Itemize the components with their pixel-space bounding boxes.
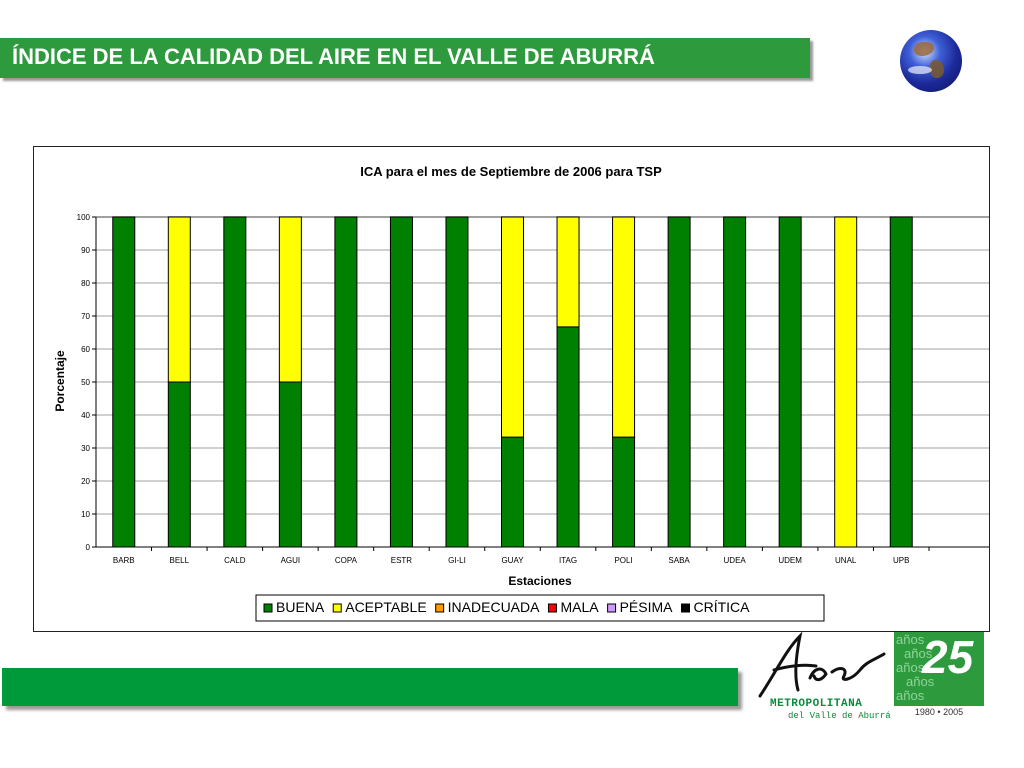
y-tick-label: 0 [86, 543, 91, 552]
x-tick-label: SABA [668, 556, 690, 565]
legend-box [255, 594, 825, 622]
air-quality-chart: ICA para el mes de Septiembre de 2006 pa… [53, 164, 989, 622]
bars [112, 216, 913, 548]
bar-segment-buena [278, 381, 302, 548]
y-tick-label: 70 [81, 312, 90, 321]
bar-segment-aceptable [278, 216, 302, 383]
legend-swatch [435, 603, 445, 613]
legend: BUENA ACEPTABLE INADECUADA MALA PÉSIMA CRÍTIC… [255, 594, 825, 622]
legend-swatch [607, 603, 617, 613]
bar-segment-aceptable [501, 216, 524, 438]
x-tick-label: GUAY [501, 556, 524, 565]
legend-label: INADECUADA [448, 599, 540, 615]
bar-segment-buena [778, 216, 802, 548]
axes: 0 10 20 30 40 50 60 70 80 90 100 BARB BELL CALD AGUI CO… [77, 213, 989, 565]
bar-segment-buena [667, 216, 691, 548]
legend-label: PÉSIMA [620, 599, 674, 615]
badge-pattern-text: años [906, 674, 935, 689]
x-tick-label: POLI [614, 556, 632, 565]
y-tick-label: 10 [81, 510, 90, 519]
bar-segment-aceptable [556, 216, 580, 328]
badge-pattern-text: años [896, 688, 925, 703]
y-tick-label: 40 [81, 411, 90, 420]
x-axis-label: Estaciones [508, 574, 572, 588]
chart-title: ICA para el mes de Septiembre de 2006 pa… [360, 164, 662, 179]
y-tick-label: 100 [77, 213, 91, 222]
x-tick-label: COPA [335, 556, 358, 565]
x-tick-label: BARB [113, 556, 135, 565]
x-tick-label: ESTR [391, 556, 413, 565]
x-tick-label: UDEM [778, 556, 802, 565]
bar-segment-buena [612, 436, 636, 548]
legend-label: BUENA [276, 599, 325, 615]
bar-segment-buena [445, 216, 469, 548]
x-tick-label: AGUI [281, 556, 301, 565]
legend-label: MALA [560, 599, 599, 615]
area-metropolitana-logo: METROPOLITANA del Valle de Aburrá [756, 632, 891, 722]
legend-swatch [332, 603, 342, 613]
y-axis-label: Porcentaje [53, 350, 67, 412]
anniversary-badge: años años años años años 25 1980 • 2005 [894, 632, 984, 718]
bar-segment-buena [223, 216, 247, 548]
y-tick-label: 80 [81, 279, 90, 288]
badge-pattern-text: años [896, 632, 925, 647]
y-tick-label: 50 [81, 378, 90, 387]
bar-segment-buena [556, 326, 580, 548]
page-title: ÍNDICE DE LA CALIDAD DEL AIRE EN EL VALL… [12, 44, 655, 69]
x-tick-label: CALD [224, 556, 246, 565]
bar-segment-buena [167, 381, 191, 548]
y-tick-label: 30 [81, 444, 90, 453]
bar-segment-buena [112, 216, 136, 548]
globe-icon [900, 30, 962, 92]
badge-years: 1980 • 2005 [894, 706, 984, 718]
bar-segment-buena [723, 216, 747, 548]
logo-subtitle: del Valle de Aburrá [788, 711, 891, 721]
badge-number: 25 [922, 632, 974, 683]
chart-frame: ICA para el mes de Septiembre de 2006 pa… [33, 146, 990, 632]
legend-label: ACEPTABLE [345, 599, 426, 615]
badge-pattern-text: años [904, 646, 933, 661]
x-tick-label: GI-LI [448, 556, 466, 565]
bar-segment-aceptable [834, 216, 858, 548]
bar-segment-buena [501, 436, 524, 548]
legend-swatch [547, 603, 557, 613]
title-bar: ÍNDICE DE LA CALIDAD DEL AIRE EN EL VALL… [0, 38, 810, 78]
bar-segment-aceptable [167, 216, 191, 383]
y-tick-label: 60 [81, 345, 90, 354]
bar-segment-buena [389, 216, 413, 548]
legend-swatch [681, 603, 690, 613]
legend-label: CRÍTICA [694, 599, 751, 615]
x-tick-label: BELL [170, 556, 190, 565]
legend-swatch [263, 603, 273, 613]
bar-segment-buena [334, 216, 358, 548]
footer-bar [2, 668, 738, 706]
x-tick-label: UDEA [724, 556, 747, 565]
x-tick-label: UPB [893, 556, 909, 565]
badge-pattern-text: años [896, 660, 925, 675]
y-tick-label: 20 [81, 477, 90, 486]
y-tick-label: 90 [81, 246, 90, 255]
x-tick-label: UNAL [835, 556, 857, 565]
bar-segment-buena [889, 216, 913, 548]
bar-segment-aceptable [612, 216, 636, 438]
x-tick-label: ITAG [559, 556, 577, 565]
logo-script-mark [758, 632, 886, 698]
logo-name: METROPOLITANA [770, 698, 863, 710]
